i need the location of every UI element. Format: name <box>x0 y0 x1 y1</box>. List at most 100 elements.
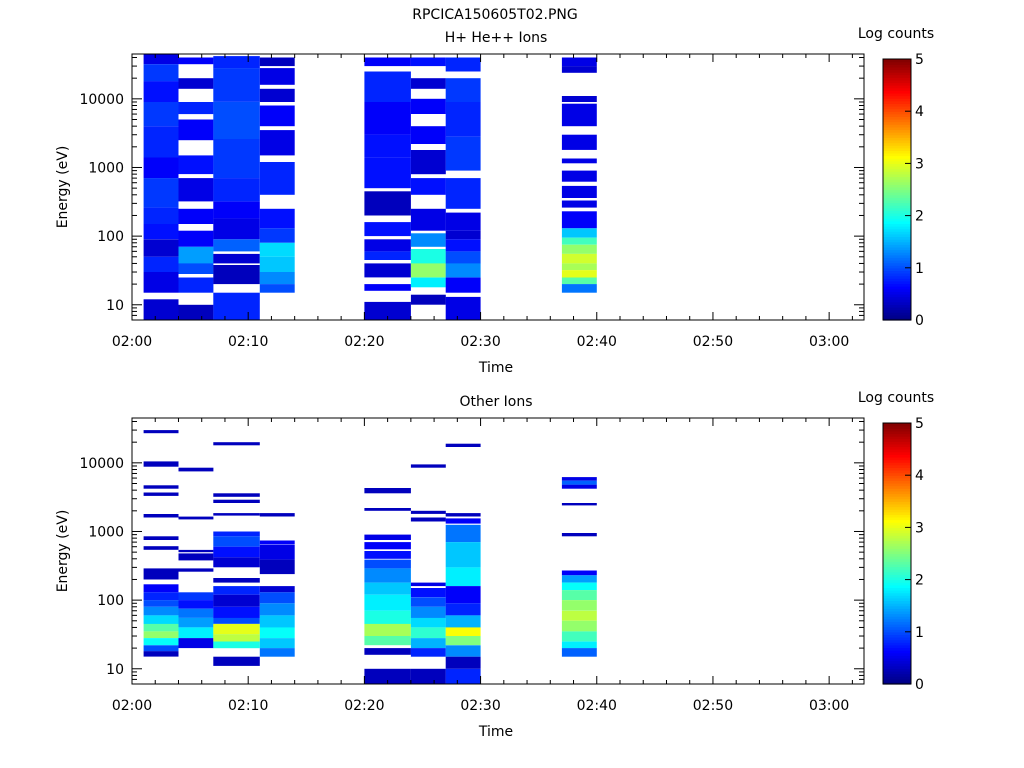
heatmap-cell <box>178 592 214 601</box>
spectrogram-panel-2: 02:00 02:10 02:20 02:30 02:40 02:50 03:0010100… <box>55 390 934 740</box>
heatmap-cell <box>364 263 411 278</box>
colorbar-frame <box>882 422 912 685</box>
heatmap-cell <box>143 492 179 496</box>
heatmap-cell <box>561 600 597 611</box>
colorbar-segment <box>883 548 911 552</box>
x-tick-label: 02:40 <box>577 698 617 714</box>
plot-frame <box>131 417 865 685</box>
colorbar-segment <box>883 121 911 125</box>
colorbar-segment <box>883 621 911 625</box>
colorbar-tick-label: 1 <box>915 261 924 277</box>
heatmap-cell <box>213 265 260 285</box>
colorbar-segment <box>883 613 911 617</box>
heatmap-cell <box>143 272 179 293</box>
heatmap-cell <box>445 656 481 669</box>
heatmap-cell <box>213 68 260 102</box>
heatmap-cell <box>445 542 481 568</box>
colorbar-tick-label: 5 <box>915 52 924 68</box>
heatmap-cell <box>259 272 295 285</box>
colorbar-segment <box>883 655 911 659</box>
colorbar-segment <box>883 158 911 162</box>
heatmap-cell <box>213 218 260 240</box>
colorbar-segment <box>883 587 911 591</box>
heatmap-cell <box>143 207 179 224</box>
heatmap-cell <box>259 544 295 560</box>
colorbar-segment <box>883 553 911 557</box>
colorbar-segment <box>883 644 911 649</box>
heatmap-cell <box>364 222 411 237</box>
heatmap-cell <box>259 513 295 517</box>
heatmap-cell <box>213 641 260 649</box>
colorbar-segment <box>883 113 911 118</box>
heatmap-cell <box>561 277 597 285</box>
heatmap-cell <box>445 567 481 587</box>
heatmap-cell <box>410 668 446 684</box>
colorbar-segment <box>883 639 911 643</box>
y-tick-label: 10 <box>106 298 124 314</box>
heatmap-cell <box>143 54 179 65</box>
heatmap-cell <box>143 623 179 632</box>
heatmap-cell <box>143 239 179 257</box>
heatmap-cell <box>143 600 179 607</box>
heatmap-cell <box>364 508 411 511</box>
heatmap-cell <box>561 253 597 264</box>
heatmap-cell <box>445 627 481 636</box>
heatmap-cell <box>259 540 295 545</box>
colorbar-segment <box>883 673 911 677</box>
colorbar-segment <box>883 61 911 65</box>
colorbar-segment <box>883 433 911 437</box>
heatmap-cell <box>178 627 214 638</box>
colorbar-segment <box>883 288 911 292</box>
colorbar-segment <box>883 446 911 450</box>
heatmap-cell <box>561 103 597 127</box>
heatmap-cell <box>143 568 179 580</box>
heatmap-cell <box>445 251 481 264</box>
colorbar-segment <box>883 239 911 243</box>
heatmap-cell <box>143 615 179 624</box>
colorbar-segment <box>883 132 911 136</box>
colorbar-segment <box>883 475 911 479</box>
colorbar-segment <box>883 556 911 560</box>
colorbar-segment <box>883 488 911 492</box>
colorbar-segment <box>883 309 911 313</box>
x-tick-label: 02:50 <box>693 698 733 714</box>
heatmap-cell <box>445 136 481 171</box>
colorbar-segment <box>883 259 911 264</box>
heatmap-cell <box>178 549 214 553</box>
colorbar-segment <box>883 283 911 287</box>
heatmap-cell <box>410 263 446 278</box>
heatmap-cell <box>561 575 597 583</box>
colorbar-tick-label: 1 <box>915 625 924 641</box>
heatmap-cell <box>259 603 295 616</box>
colorbar-segment <box>883 610 911 615</box>
heatmap-cell <box>445 645 481 657</box>
colorbar-segment <box>883 618 911 622</box>
colorbar-segment <box>883 306 911 311</box>
heatmap-cell <box>213 292 260 320</box>
heatmap-cell <box>445 102 481 137</box>
colorbar-segment <box>883 95 911 99</box>
heatmap-cell <box>143 546 179 550</box>
heatmap-cell <box>410 57 446 67</box>
heatmap-cell <box>259 256 295 272</box>
colorbar-segment <box>883 111 911 115</box>
heatmap-cell <box>364 301 411 320</box>
heatmap-cell <box>143 126 179 158</box>
heatmap-cell <box>561 263 597 271</box>
colorbar-segment <box>883 293 911 298</box>
heatmap-cell <box>143 224 179 240</box>
colorbar-segment <box>883 189 911 193</box>
heatmap-cell <box>561 582 597 591</box>
colorbar-label: Log counts <box>858 390 934 406</box>
heatmap-cell <box>178 638 214 649</box>
heatmap-cell <box>178 516 214 520</box>
heatmap-cell <box>445 263 481 278</box>
heatmap-cell <box>561 237 597 245</box>
heatmap-cell <box>561 484 597 489</box>
heatmap-cell <box>561 570 597 576</box>
colorbar-segment <box>883 503 911 508</box>
colorbar-segment <box>883 163 911 167</box>
heatmap-cell <box>445 239 481 252</box>
heatmap-cell <box>364 57 411 67</box>
heatmap-cell <box>364 648 411 655</box>
